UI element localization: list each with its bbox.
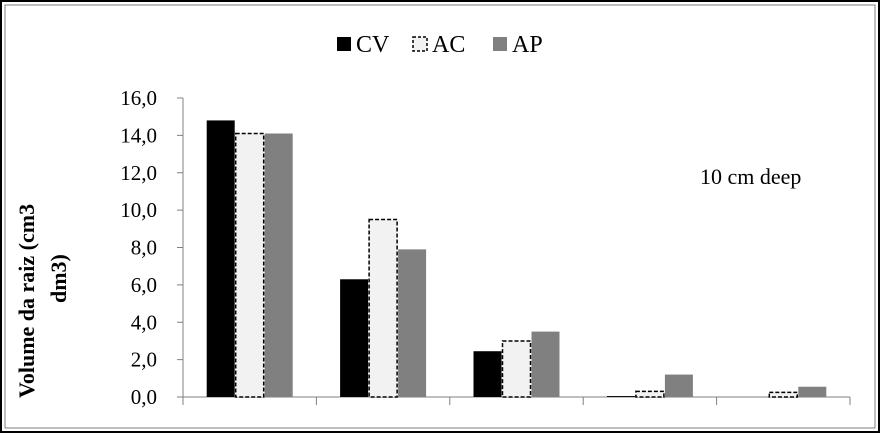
y-tick-label: 16,0 xyxy=(120,86,157,110)
bar-cv-1 xyxy=(206,120,235,398)
legend-label-ap: AP xyxy=(512,32,543,58)
bar-ac-1 xyxy=(234,132,265,398)
y-tick-label: 6,0 xyxy=(131,273,157,297)
bar-ac-3 xyxy=(501,340,532,398)
bar-cv-2 xyxy=(340,279,369,397)
y-tick-label: 12,0 xyxy=(120,161,157,185)
chart-bars xyxy=(206,120,827,398)
y-axis-label-line2: dm3) xyxy=(46,254,71,303)
y-axis-label: Volume da raiz (cm3 dm3) xyxy=(14,204,71,398)
bar-ap-1 xyxy=(264,133,293,397)
y-tick-label: 10,0 xyxy=(120,198,157,222)
bar-ac-5 xyxy=(768,391,799,398)
y-axis-label-line1: Volume da raiz (cm3 xyxy=(14,204,39,398)
bar-ap-3 xyxy=(531,331,560,397)
legend-swatch-cv xyxy=(337,37,351,51)
bar-ap-2 xyxy=(398,249,427,397)
depth-annotation: 10 cm deep xyxy=(700,164,801,189)
legend-swatch-ap xyxy=(493,37,507,51)
chart-legend: CV AC AP xyxy=(337,32,543,58)
legend-swatch-ac xyxy=(412,36,428,52)
bar-ac-4 xyxy=(635,390,665,398)
bar-ap-5 xyxy=(798,386,827,397)
y-tick-label: 4,0 xyxy=(131,310,157,334)
y-tick-label: 2,0 xyxy=(131,348,157,372)
y-tick-label: 8,0 xyxy=(131,236,157,260)
bar-cv-4 xyxy=(606,396,635,397)
y-tick-label: 0,0 xyxy=(131,385,157,409)
y-tick-label: 14,0 xyxy=(120,123,157,147)
chart-axes: 0,0 2,0 4,0 6,0 8,0 10,0 12,0 14,0 16,0 xyxy=(120,86,851,409)
legend-label-cv: CV xyxy=(356,32,390,58)
bar-ac-2 xyxy=(368,218,398,398)
bar-cv-3 xyxy=(473,351,502,397)
chart-inner-border xyxy=(4,4,876,429)
bar-ap-4 xyxy=(664,374,693,397)
legend-label-ac: AC xyxy=(432,32,465,58)
